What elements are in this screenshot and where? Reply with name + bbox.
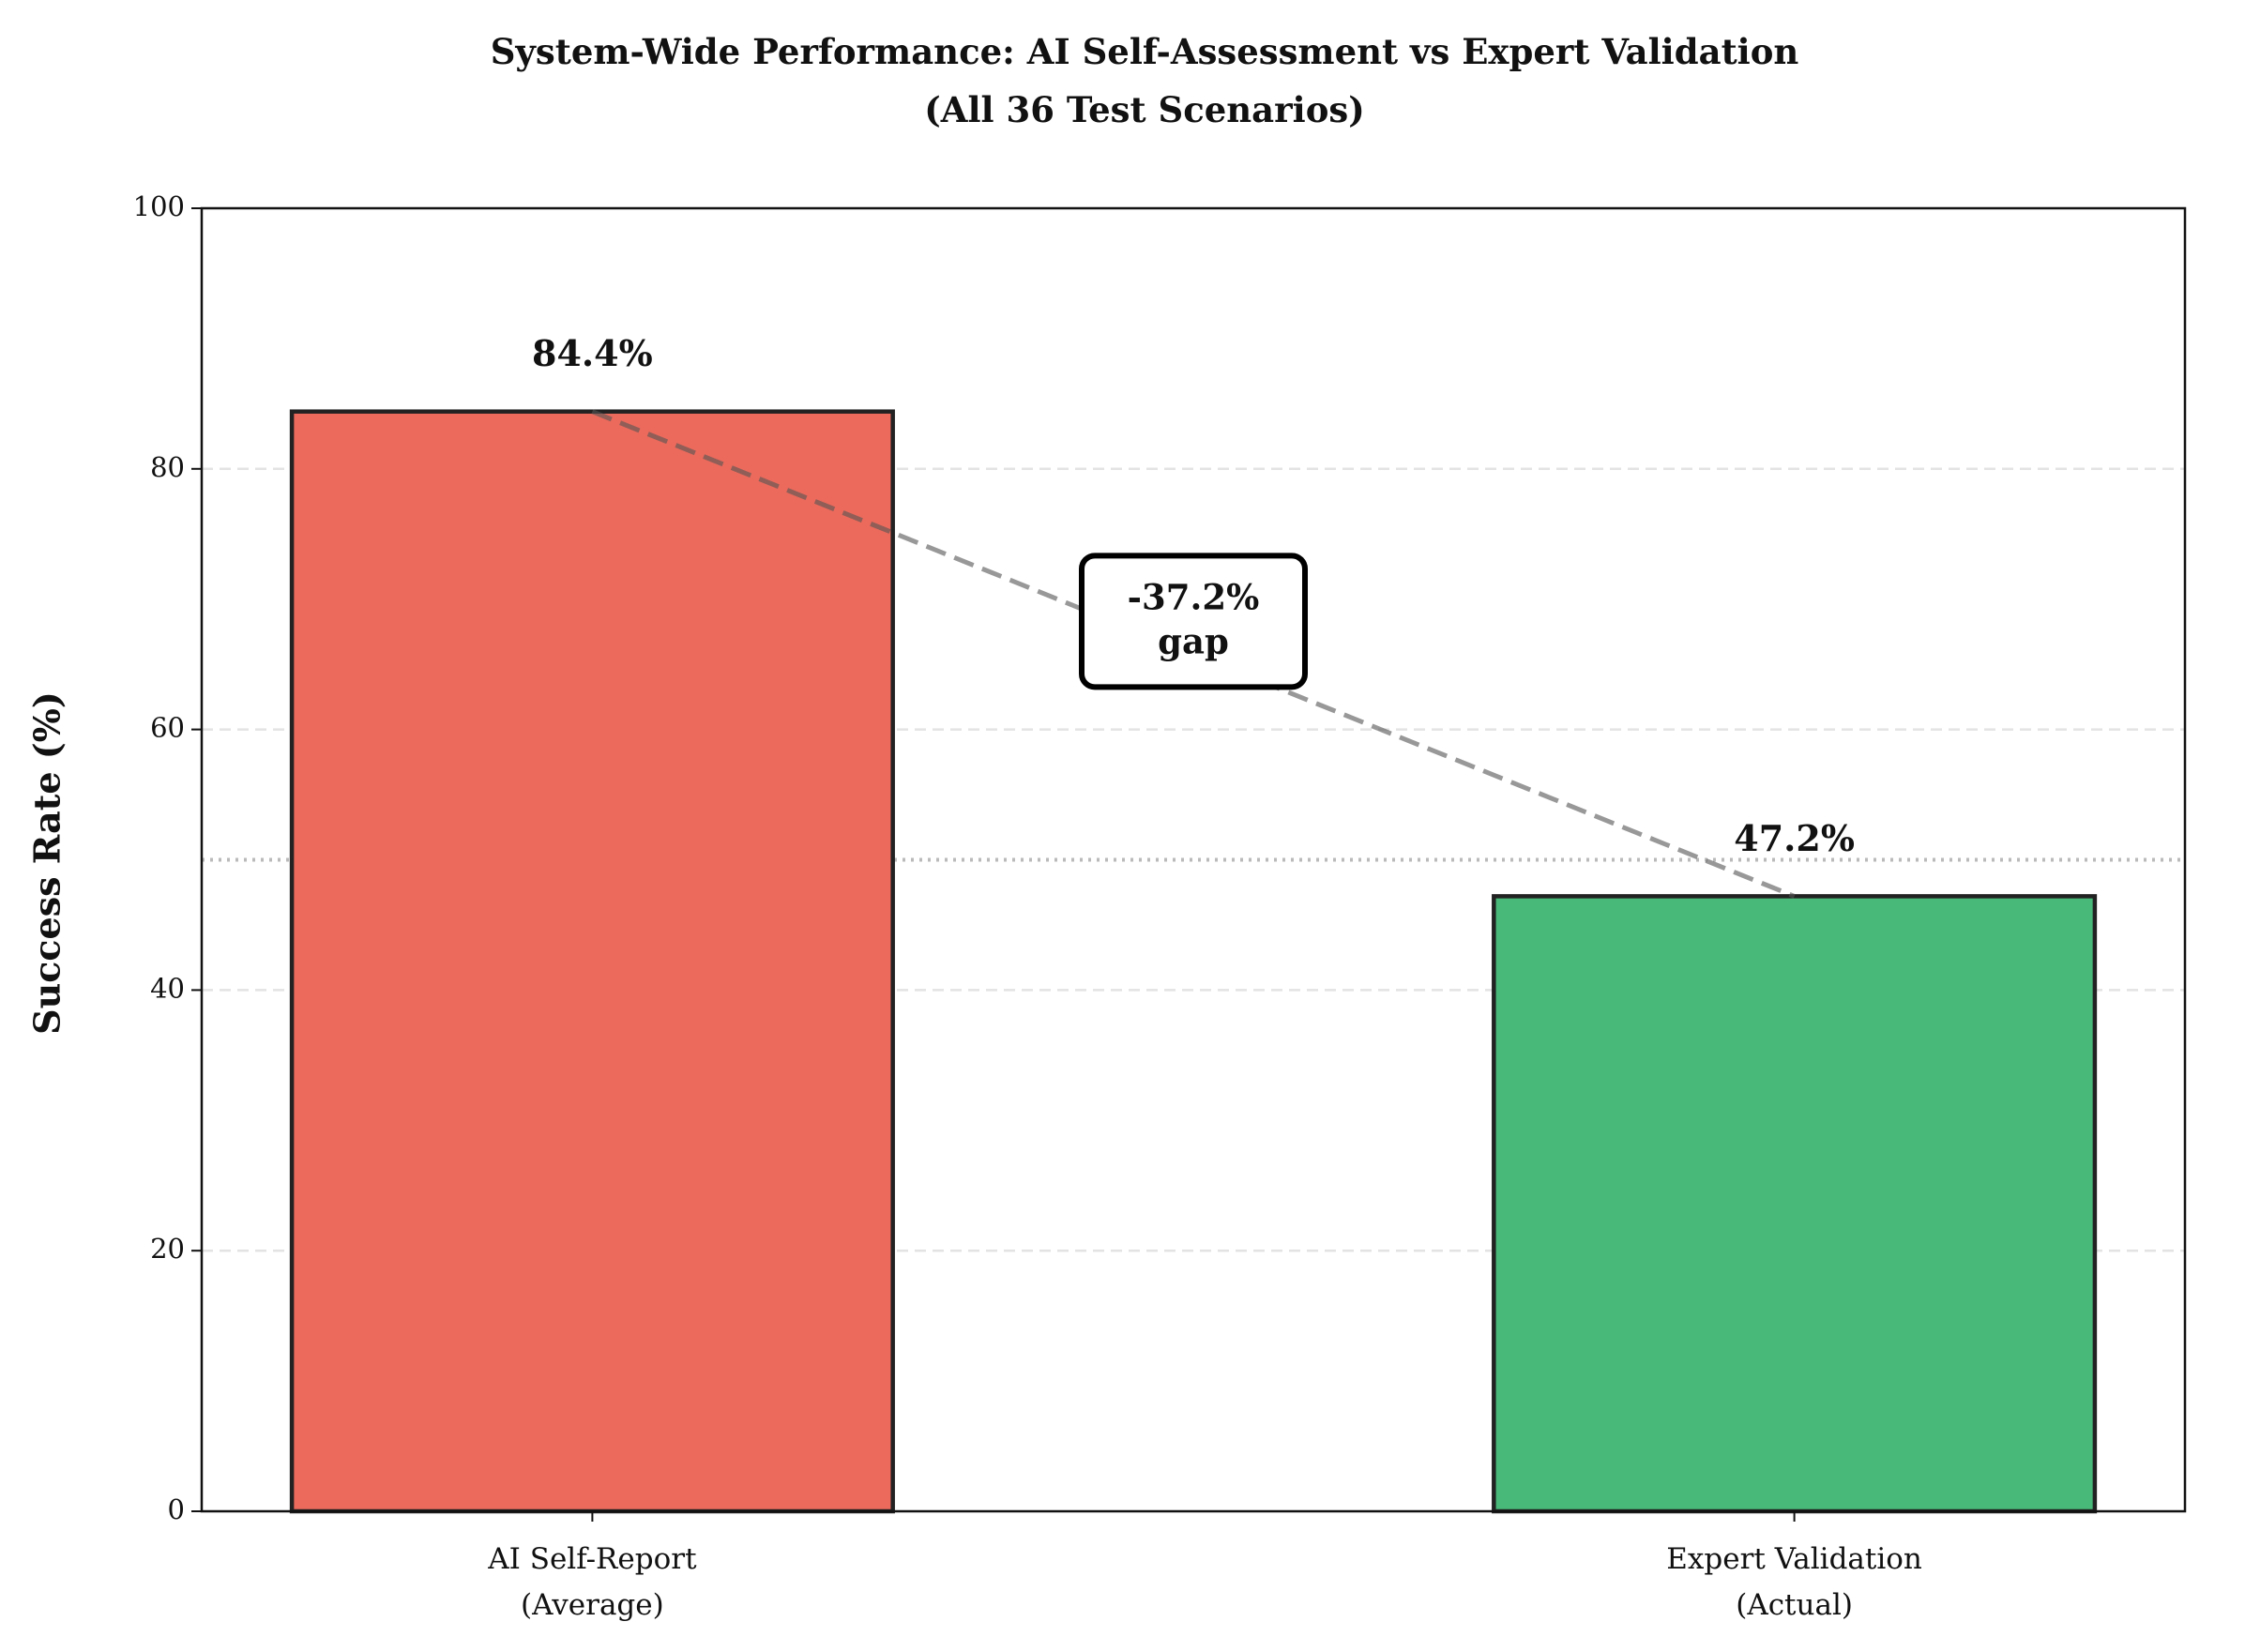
y-tick-label: 20 xyxy=(150,1233,185,1265)
y-tick-label: 80 xyxy=(150,451,185,483)
x-tick-label: AI Self-Report (Average) xyxy=(487,1542,697,1622)
y-tick-label: 60 xyxy=(150,712,185,744)
value-label: 84.4% xyxy=(532,332,653,374)
y-tick-label: 0 xyxy=(168,1493,185,1525)
x-tick-label: Expert Validation (Actual) xyxy=(1666,1542,1922,1622)
y-tick-label: 100 xyxy=(133,190,185,222)
y-tick-label: 40 xyxy=(150,972,185,1004)
annotation: -37.2% gap xyxy=(1128,576,1260,661)
value-label: 47.2% xyxy=(1734,817,1855,859)
plot-frame xyxy=(200,206,2187,1513)
y-axis-label: Success Rate (%) xyxy=(26,691,68,1035)
bar xyxy=(1492,894,2098,1514)
chart-title: System-Wide Performance: AI Self-Assessm… xyxy=(491,31,1799,130)
bar xyxy=(289,409,895,1514)
annotation-box xyxy=(1079,553,1308,690)
